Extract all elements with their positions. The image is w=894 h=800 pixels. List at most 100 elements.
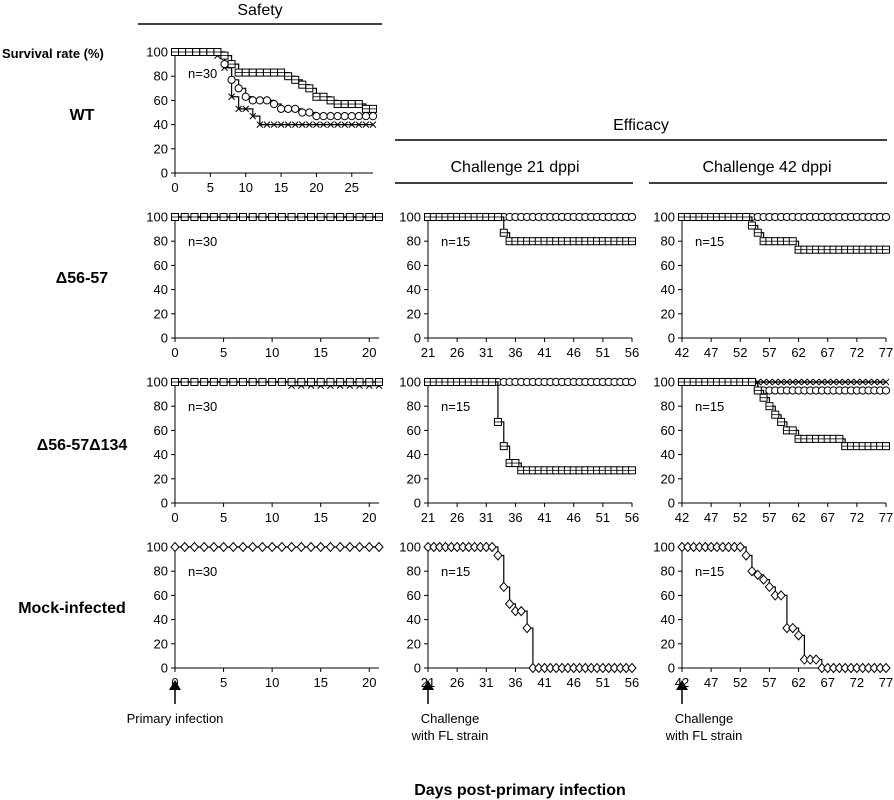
y-tick-label: 20 xyxy=(661,636,675,651)
data-point-square xyxy=(178,48,187,56)
panel-d56-57d134-safety: 0 20 40 60 80 100 0 5 10 15 20 n=30 xyxy=(146,375,384,525)
data-point-x xyxy=(847,378,855,386)
x-tick-label: 0 xyxy=(171,345,178,360)
data-point-diamond xyxy=(335,541,345,553)
data-point-circle xyxy=(248,96,257,105)
data-point-square xyxy=(220,51,229,60)
data-point-square xyxy=(333,100,342,109)
data-point-x xyxy=(766,378,773,386)
data-point-circle xyxy=(255,96,264,105)
data-point-square xyxy=(835,434,844,443)
row-label-wt: WT xyxy=(70,107,95,124)
series-points-circle xyxy=(170,47,378,121)
data-point-square xyxy=(771,410,780,419)
data-point-circle xyxy=(220,60,229,69)
x-tick-label: 20 xyxy=(309,180,323,195)
data-point-square xyxy=(284,72,293,81)
data-point-square xyxy=(171,48,179,56)
data-point-diamond xyxy=(516,605,526,617)
x-tick-label: 42 xyxy=(675,345,689,360)
x-tick-label: 21 xyxy=(421,345,435,360)
x-tick-label: 25 xyxy=(345,180,359,195)
sample-size-label: n=30 xyxy=(188,234,217,249)
data-point-square xyxy=(200,213,209,221)
data-point-circle xyxy=(326,112,335,121)
challenge42-arrow xyxy=(676,680,688,704)
data-point-x xyxy=(355,121,363,128)
data-point-circle xyxy=(881,386,891,395)
y-tick-label: 100 xyxy=(653,540,675,555)
data-point-square xyxy=(229,378,238,386)
data-point-x xyxy=(277,121,285,128)
y-tick-label: 60 xyxy=(407,423,421,438)
data-point-circle xyxy=(368,112,378,121)
row-label-d5657: Δ56-57 xyxy=(56,270,109,287)
data-point-diamond xyxy=(487,541,497,553)
y-tick-label: 0 xyxy=(668,496,675,511)
y-tick-label: 20 xyxy=(154,141,168,156)
x-tick-label: 77 xyxy=(879,510,893,525)
data-point-square xyxy=(297,213,306,221)
data-point-diamond xyxy=(345,541,355,553)
data-point-circle xyxy=(298,108,307,117)
y-tick-label: 100 xyxy=(653,375,675,390)
data-point-diamond xyxy=(735,541,745,553)
data-point-circle xyxy=(627,377,637,387)
data-point-x xyxy=(341,121,349,128)
data-point-square xyxy=(268,213,277,221)
data-point-x xyxy=(882,378,890,386)
data-point-diamond xyxy=(238,541,248,553)
data-point-square xyxy=(354,100,363,109)
y-tick-label: 40 xyxy=(661,612,675,627)
y-tick-label: 40 xyxy=(154,612,168,627)
data-point-diamond xyxy=(354,541,365,553)
data-point-x xyxy=(327,121,334,128)
data-point-square xyxy=(628,466,636,475)
data-point-square xyxy=(488,378,497,386)
x-tick-label: 41 xyxy=(537,345,551,360)
x-tick-label: 57 xyxy=(762,345,776,360)
y-tick-label: 60 xyxy=(661,258,675,273)
data-point-x xyxy=(824,378,832,386)
data-point-square xyxy=(277,68,286,77)
data-point-diamond xyxy=(316,541,326,553)
data-point-x xyxy=(256,121,264,128)
data-point-square xyxy=(788,426,797,435)
primary-infection-label: Primary infection xyxy=(127,711,224,726)
data-point-diamond xyxy=(747,565,757,577)
panel-mock-infected-safety: 0 20 40 60 80 100 0 5 10 15 20 n=30 xyxy=(146,540,384,690)
data-point-diamond xyxy=(218,541,229,553)
x-tick-label: 72 xyxy=(850,345,864,360)
y-tick-label: 60 xyxy=(407,588,421,603)
sample-size-label: n=15 xyxy=(441,234,470,249)
data-point-diamond xyxy=(180,541,190,553)
data-point-diamond xyxy=(504,598,515,610)
data-point-diamond xyxy=(277,541,287,553)
data-point-diamond xyxy=(811,654,821,665)
y-tick-label: 0 xyxy=(414,661,421,676)
series-points-square xyxy=(424,213,636,246)
data-point-x xyxy=(242,105,250,113)
data-point-square xyxy=(268,378,277,386)
data-point-square xyxy=(882,442,890,451)
y-tick-label: 100 xyxy=(399,540,421,555)
data-point-square xyxy=(248,378,257,386)
data-point-square xyxy=(227,60,236,69)
data-point-x xyxy=(818,378,826,386)
y-tick-label: 60 xyxy=(407,258,421,273)
x-tick-label: 56 xyxy=(625,675,639,690)
data-point-circle xyxy=(227,75,236,84)
data-point-square xyxy=(511,459,520,468)
data-point-square xyxy=(345,378,354,386)
y-tick-label: 80 xyxy=(154,564,168,579)
data-point-square xyxy=(316,213,325,221)
sample-size-label: n=15 xyxy=(695,234,724,249)
data-point-square xyxy=(219,378,228,386)
y-tick-label: 40 xyxy=(154,282,168,297)
data-point-diamond xyxy=(776,590,786,601)
data-point-square xyxy=(171,213,179,221)
sample-size-label: n=30 xyxy=(188,66,217,81)
data-point-circle xyxy=(262,96,272,105)
data-point-square xyxy=(326,96,335,105)
y-tick-label: 0 xyxy=(161,166,168,181)
